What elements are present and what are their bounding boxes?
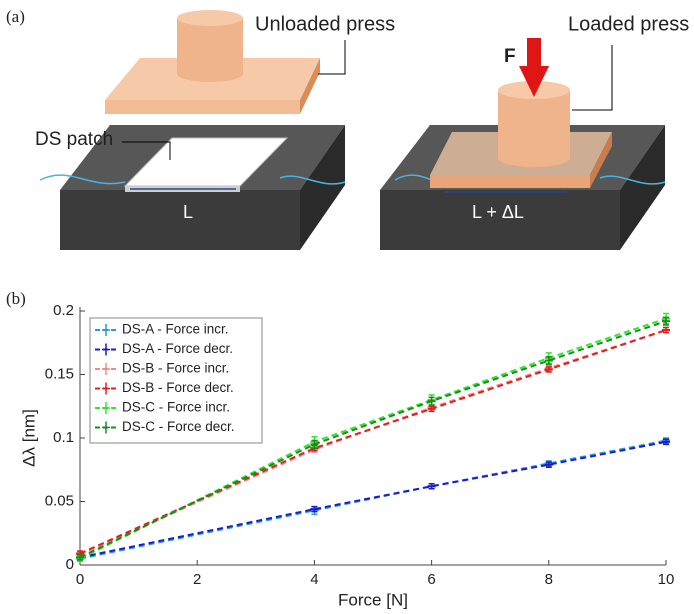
legend-label: DS-B - Force decr. (122, 380, 234, 395)
y-tick-label: 0.05 (45, 492, 74, 509)
chart: 0 0.05 0.1 0.15 0.2 0 2 4 6 8 10 Force [N] Δλ [nm] DS… (19, 302, 674, 610)
label: Unloaded press (255, 13, 395, 35)
legend-label: DS-C - Force decr. (122, 419, 235, 434)
unloaded-setup: Unloaded press DS patch L (35, 10, 395, 250)
series-line (80, 441, 666, 559)
press-plate-front (105, 100, 300, 114)
press-cylinder (498, 90, 570, 158)
x-tick-label: 6 (427, 571, 435, 588)
force-arrow (527, 38, 541, 68)
press-cylinder-base (177, 66, 243, 82)
y-axis-label: Δλ [nm] (19, 409, 38, 467)
y-tick-label: 0.1 (53, 429, 74, 446)
press-cylinder-top (177, 10, 243, 26)
page: {"figure": {"panel_a": "(a)", "panel_b":… (0, 0, 694, 614)
x-tick-label: 0 (76, 571, 84, 588)
label: DS patch (35, 129, 113, 150)
pointer (318, 40, 345, 74)
press-cylinder (177, 18, 243, 74)
pointer (572, 45, 612, 110)
series-line (80, 442, 666, 558)
label: F (504, 46, 516, 67)
press-plate-front (430, 175, 590, 188)
label: Loaded press (568, 13, 689, 35)
press-cylinder-base (498, 149, 570, 167)
y-tick-label: 0.2 (53, 302, 74, 319)
figure: (a) Unloaded press DS patch L (0, 0, 694, 614)
x-tick-label: 2 (193, 571, 201, 588)
x-axis-label: Force [N] (338, 590, 408, 609)
label: L (183, 202, 193, 222)
x-tick-label: 10 (658, 571, 675, 588)
legend-label: DS-B - Force incr. (122, 361, 229, 376)
loaded-setup: Loaded press F L + ΔL (380, 13, 689, 250)
x-tick-label: 4 (310, 571, 318, 588)
panel-label: (b) (6, 289, 26, 308)
y-tick-label: 0.15 (45, 365, 74, 382)
x-tick-label: 8 (545, 571, 553, 588)
label: L + ΔL (472, 202, 524, 222)
legend-label: DS-A - Force decr. (122, 341, 233, 356)
y-tick-label: 0 (66, 556, 74, 573)
legend-label: DS-A - Force incr. (122, 322, 229, 337)
block-front (60, 190, 300, 250)
legend-label: DS-C - Force incr. (122, 400, 230, 415)
panel-label: (a) (6, 7, 25, 26)
